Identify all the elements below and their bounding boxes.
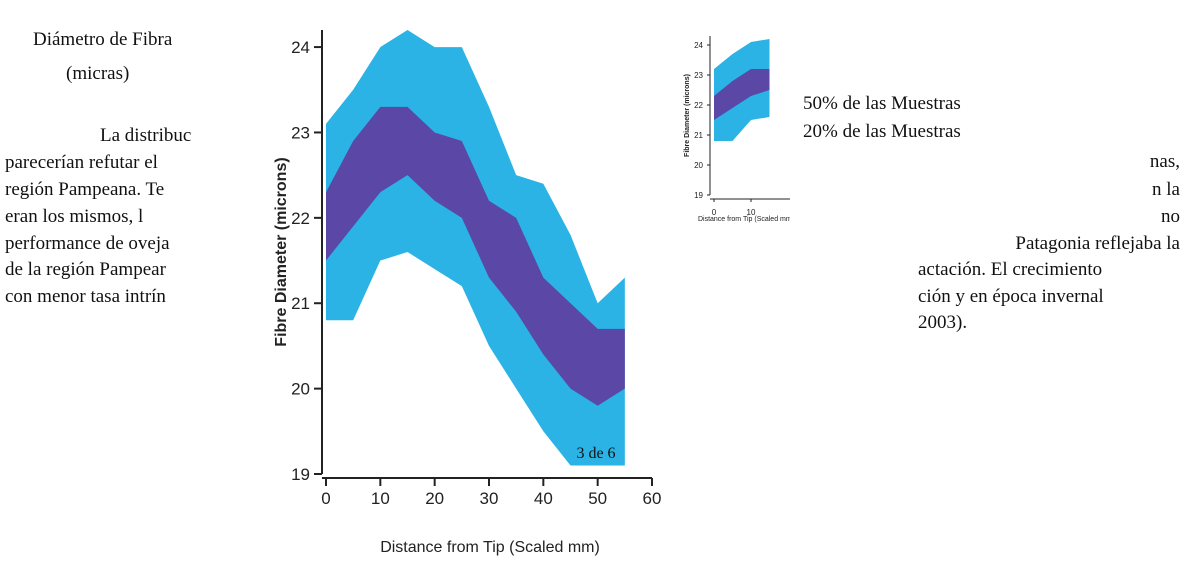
- page-number: 3 de 6: [576, 445, 615, 462]
- paragraph-line: parecerían refutar el: [5, 152, 158, 173]
- legend-background: [790, 30, 1000, 232]
- paragraph-line: región Pampeana. Te: [5, 179, 164, 200]
- y-tick-label: 22: [291, 209, 310, 228]
- paragraph-line: con menor tasa intrín: [5, 286, 166, 307]
- y-axis-label: Fibre Diameter (microns): [684, 74, 691, 157]
- band: [326, 106, 625, 406]
- y-tick-label: 20: [291, 380, 310, 399]
- x-tick-label: 60: [643, 489, 662, 508]
- plot-area: [714, 39, 770, 141]
- y-tick-label: 24: [694, 41, 703, 50]
- caption: (micras): [66, 63, 129, 84]
- y-tick-label: 23: [291, 123, 310, 142]
- x-tick-label: 10: [747, 208, 756, 217]
- paragraph-line: n la: [1152, 179, 1181, 200]
- paragraph-line: eran los mismos, l: [5, 206, 143, 227]
- y-tick-label: 19: [291, 465, 310, 484]
- paragraph-line: actación. El crecimiento: [918, 259, 1102, 280]
- band: [714, 69, 770, 120]
- y-tick-label: 24: [291, 38, 310, 57]
- paragraph-line: Patagonia reflejaba la: [1015, 233, 1180, 254]
- y-tick-label: 23: [694, 71, 703, 80]
- y-tick-label: 21: [291, 294, 310, 313]
- x-tick-label: 30: [480, 489, 499, 508]
- paragraph-line: 2003).: [918, 312, 967, 333]
- y-tick-label: 21: [694, 131, 703, 140]
- paragraph-line: no: [1161, 206, 1180, 227]
- x-tick-label: 0: [712, 208, 717, 217]
- y-axis-label: Fibre Diameter (microns): [273, 157, 290, 346]
- x-tick-label: 40: [534, 489, 553, 508]
- paragraph-line: La distribuc: [100, 125, 191, 146]
- legend-entry: 50% de las Muestras: [803, 93, 961, 114]
- x-tick-label: 50: [588, 489, 607, 508]
- overlay-text: 50% de las Muestras 20% de las Muestras 3 …: [576, 30, 1000, 462]
- y-tick-label: 19: [694, 191, 703, 200]
- paragraph-line: nas,: [1150, 151, 1180, 172]
- x-tick-label: 20: [425, 489, 444, 508]
- y-tick-label: 20: [694, 161, 703, 170]
- legend-entry: 20% de las Muestras: [803, 121, 961, 142]
- x-tick-label: 10: [371, 489, 390, 508]
- y-tick-label: 22: [694, 101, 703, 110]
- plot-area: [326, 30, 625, 466]
- caption: Diámetro de Fibra: [33, 29, 173, 50]
- paragraph-right: nas, n la no Patagonia reflejaba la actación…: [918, 151, 1181, 333]
- x-axis-label: Distance from Tip (Scaled mm): [380, 539, 600, 556]
- paragraph-line: de la región Pampear: [5, 259, 167, 280]
- document-text: Diámetro de Fibra (micras) La distribuc par…: [5, 29, 1181, 333]
- x-tick-label: 0: [321, 489, 330, 508]
- chart: 19 20 21 22 23 24 0 10 20 30 40 50 60 Distance from T…: [273, 30, 661, 556]
- paragraph-line: ción y en época invernal: [918, 286, 1104, 307]
- x-axis-label: Distance from Tip (Scaled mm): [698, 216, 794, 223]
- band: [326, 30, 625, 466]
- paragraph-line: performance de oveja: [5, 233, 170, 254]
